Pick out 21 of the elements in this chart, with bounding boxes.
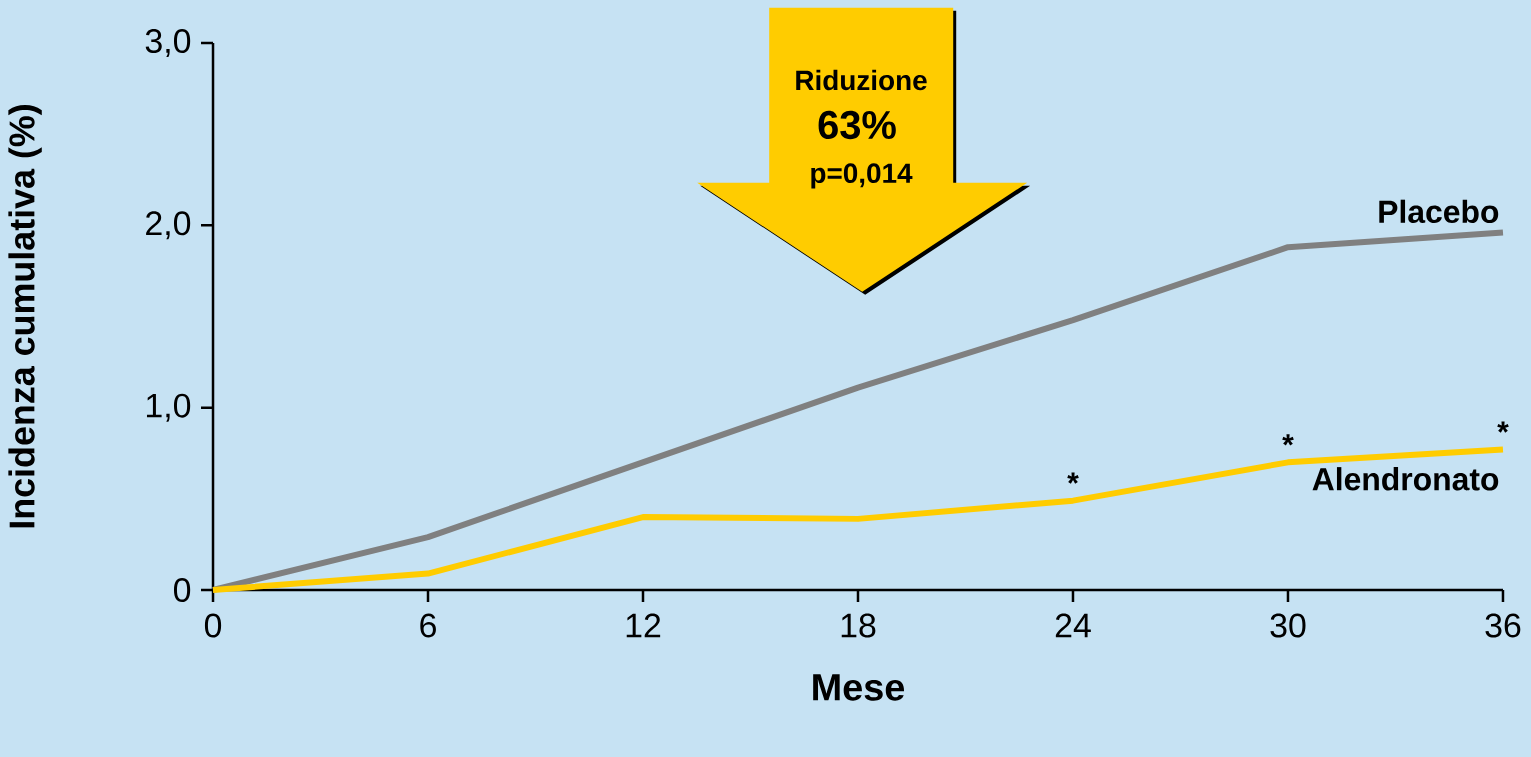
- annotation: Riduzione: [796, 69, 927, 91]
- annotation: p=0,014: [811, 163, 913, 189]
- series-label: Alendronato: [1312, 467, 1499, 491]
- x-tick-label: 36: [1485, 613, 1521, 638]
- x-tick-label: 6: [420, 613, 436, 638]
- series-label: Placebo: [1379, 199, 1499, 224]
- y-tick-label: 0: [173, 577, 191, 602]
- y-axis-title: Incidenza cumulativa (%): [8, 105, 42, 528]
- x-axis-title: Mese: [813, 674, 905, 701]
- annotation: *: [1497, 421, 1509, 433]
- annotation: *: [1282, 434, 1294, 446]
- annotation: *: [1067, 472, 1079, 484]
- x-tick-label: 24: [1055, 613, 1091, 638]
- x-tick-label: 0: [204, 613, 222, 638]
- y-tick-label: 1,0: [146, 393, 191, 422]
- x-tick-label: 12: [626, 613, 661, 638]
- annotation: 63%: [818, 110, 896, 140]
- y-tick-label: 2,0: [146, 211, 191, 240]
- x-tick-label: 30: [1270, 613, 1306, 638]
- x-tick-label: 18: [841, 613, 876, 638]
- y-tick-label: 3,0: [145, 28, 191, 57]
